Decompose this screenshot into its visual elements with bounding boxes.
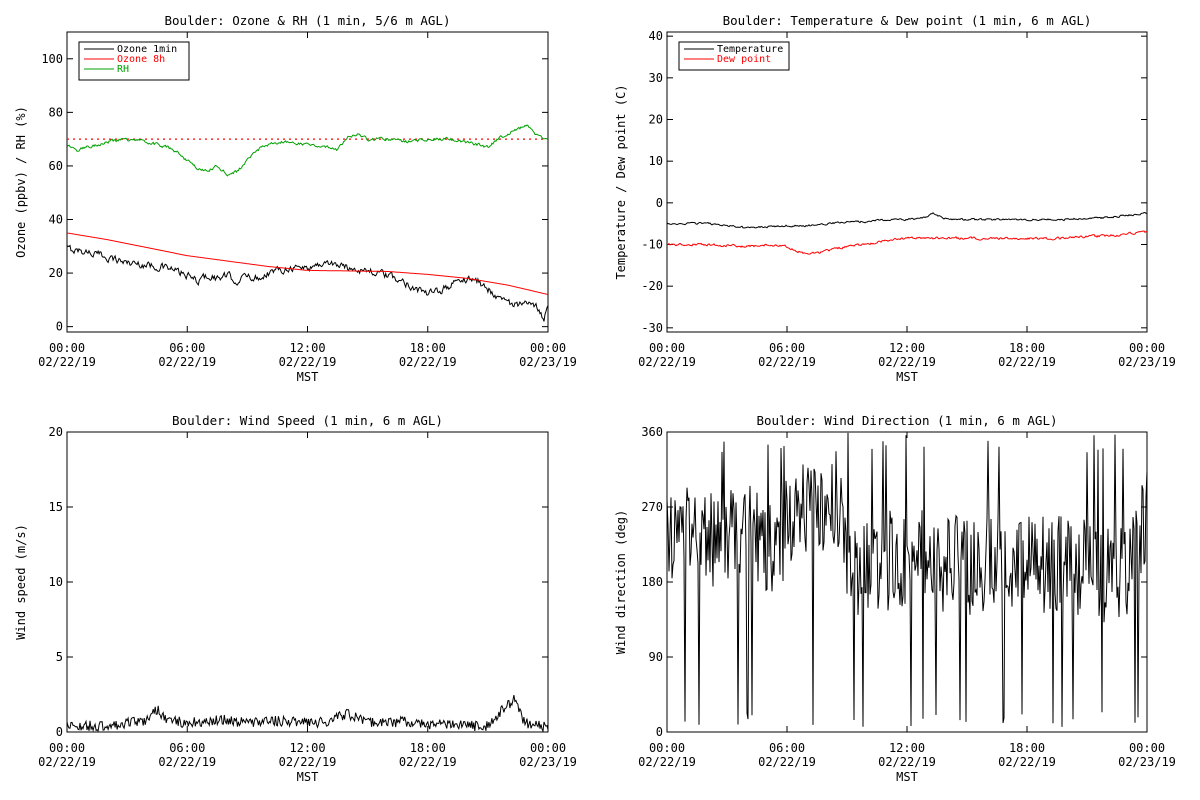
y-tick-label: 0 bbox=[656, 196, 663, 210]
x-tick-label-date: 02/22/19 bbox=[399, 755, 457, 769]
x-tick-label-date: 02/23/19 bbox=[1118, 755, 1176, 769]
legend-box bbox=[678, 41, 790, 71]
x-tick-label-time: 06:00 bbox=[169, 741, 205, 755]
x-tick-label-date: 02/23/19 bbox=[519, 755, 577, 769]
x-tick-label-time: 00:00 bbox=[530, 741, 566, 755]
legend-label: Temperature bbox=[717, 44, 783, 55]
y-axis-label: Wind direction (deg) bbox=[614, 510, 628, 655]
chart-panel-1: Boulder: Ozone & RH (1 min, 5/6 m AGL)02… bbox=[14, 13, 577, 384]
x-tick-label-time: 18:00 bbox=[410, 741, 446, 755]
y-tick-label: 90 bbox=[649, 650, 663, 664]
x-tick-label-date: 02/22/19 bbox=[38, 755, 96, 769]
y-tick-label: -20 bbox=[641, 279, 663, 293]
x-tick-label-time: 00:00 bbox=[49, 341, 85, 355]
x-tick-label-time: 00:00 bbox=[649, 741, 685, 755]
chart-panel-3: Boulder: Wind Speed (1 min, 6 m AGL) 0 5 10… bbox=[14, 413, 577, 784]
x-tick-label-time: 18:00 bbox=[1009, 741, 1045, 755]
x-tick-label-date: 02/22/19 bbox=[279, 755, 337, 769]
x-tick-label-date: 02/22/19 bbox=[758, 755, 816, 769]
plot-frame bbox=[666, 31, 1148, 333]
x-tick-label-date: 02/22/19 bbox=[158, 755, 216, 769]
chart-title: Boulder: Ozone & RH (1 min, 5/6 m AGL) bbox=[165, 13, 451, 28]
y-tick-label: 80 bbox=[49, 105, 63, 119]
x-tick-label-date: 02/22/19 bbox=[878, 755, 936, 769]
x-tick-label-date: 02/22/19 bbox=[279, 355, 337, 369]
y-tick-label: 360 bbox=[641, 425, 663, 439]
x-tick-label-date: 02/22/19 bbox=[638, 355, 696, 369]
x-tick-label-date: 02/22/19 bbox=[758, 355, 816, 369]
series-line-dew-point bbox=[667, 230, 1147, 255]
x-tick-label-time: 12:00 bbox=[889, 341, 925, 355]
chart-title: Boulder: Wind Direction (1 min, 6 m AGL) bbox=[756, 413, 1057, 428]
x-tick-label-time: 06:00 bbox=[169, 341, 205, 355]
y-tick-label: 180 bbox=[641, 575, 663, 589]
y-tick-label: 20 bbox=[49, 266, 63, 280]
x-tick-label-time: 12:00 bbox=[289, 741, 325, 755]
y-tick-label: 60 bbox=[49, 159, 63, 173]
chart-title: Boulder: Temperature & Dew point (1 min,… bbox=[723, 13, 1092, 28]
y-tick-label: 100 bbox=[41, 52, 63, 66]
x-tick-label-time: 00:00 bbox=[1129, 341, 1165, 355]
y-tick-label: 20 bbox=[649, 113, 663, 127]
x-tick-label-time: 06:00 bbox=[769, 741, 805, 755]
y-tick-label: 270 bbox=[641, 500, 663, 514]
x-tick-label-time: 00:00 bbox=[49, 741, 85, 755]
chart-panel-2: Boulder: Temperature & Dew point (1 min,… bbox=[614, 13, 1176, 384]
y-tick-label: 15 bbox=[49, 500, 63, 514]
y-axis-label: Wind speed (m/s) bbox=[14, 524, 28, 640]
legend-label: Dew point bbox=[717, 54, 771, 65]
x-tick-label-time: 06:00 bbox=[769, 341, 805, 355]
x-tick-label-time: 00:00 bbox=[530, 341, 566, 355]
series-line-series-1 bbox=[67, 695, 548, 732]
y-tick-label: 0 bbox=[56, 725, 63, 739]
legend-label: Ozone 8h bbox=[117, 54, 165, 65]
x-tick-label-date: 02/22/19 bbox=[638, 755, 696, 769]
legend-box bbox=[78, 41, 190, 81]
plot-frame bbox=[66, 431, 549, 733]
legend-label: RH bbox=[117, 64, 129, 75]
y-tick-label: 10 bbox=[649, 154, 663, 168]
x-axis-label: MST bbox=[297, 370, 319, 384]
series-line-rh bbox=[67, 124, 548, 177]
x-tick-label-date: 02/23/19 bbox=[519, 355, 577, 369]
chart-panel-4: Boulder: Wind Direction (1 min, 6 m AGL)… bbox=[614, 413, 1176, 784]
y-axis-label: Ozone (ppbv) / RH (%) bbox=[14, 106, 28, 258]
y-tick-label: -30 bbox=[641, 321, 663, 335]
y-tick-label: 30 bbox=[649, 71, 663, 85]
x-tick-label-time: 00:00 bbox=[1129, 741, 1165, 755]
x-tick-label-date: 02/22/19 bbox=[38, 355, 96, 369]
x-tick-label-date: 02/23/19 bbox=[1118, 355, 1176, 369]
x-tick-label-time: 18:00 bbox=[410, 341, 446, 355]
series-line-temperature bbox=[667, 211, 1147, 229]
series-line-ozone-8h bbox=[67, 232, 548, 295]
series-line-series-1 bbox=[667, 432, 1147, 727]
y-axis-label: Temperature / Dew point (C) bbox=[614, 84, 628, 279]
chart-title: Boulder: Wind Speed (1 min, 6 m AGL) bbox=[172, 413, 443, 428]
y-tick-label: 40 bbox=[49, 213, 63, 227]
x-tick-label-date: 02/22/19 bbox=[399, 355, 457, 369]
legend-label: Ozone 1min bbox=[117, 44, 177, 55]
y-tick-label: 0 bbox=[656, 725, 663, 739]
y-tick-label: 10 bbox=[49, 575, 63, 589]
y-tick-label: 5 bbox=[56, 650, 63, 664]
series-line-ozone-1min bbox=[67, 244, 548, 322]
x-axis-label: MST bbox=[896, 770, 918, 784]
x-axis-label: MST bbox=[297, 770, 319, 784]
y-tick-label: 20 bbox=[49, 425, 63, 439]
x-tick-label-time: 12:00 bbox=[889, 741, 925, 755]
y-tick-label: -10 bbox=[641, 238, 663, 252]
x-tick-label-date: 02/22/19 bbox=[998, 755, 1056, 769]
x-axis-label: MST bbox=[896, 370, 918, 384]
y-tick-label: 40 bbox=[649, 29, 663, 43]
y-tick-label: 0 bbox=[56, 320, 63, 334]
x-tick-label-time: 18:00 bbox=[1009, 341, 1045, 355]
x-tick-label-time: 12:00 bbox=[289, 341, 325, 355]
x-tick-label-date: 02/22/19 bbox=[998, 355, 1056, 369]
x-tick-label-date: 02/22/19 bbox=[158, 355, 216, 369]
x-tick-label-time: 00:00 bbox=[649, 341, 685, 355]
x-tick-label-date: 02/22/19 bbox=[878, 355, 936, 369]
